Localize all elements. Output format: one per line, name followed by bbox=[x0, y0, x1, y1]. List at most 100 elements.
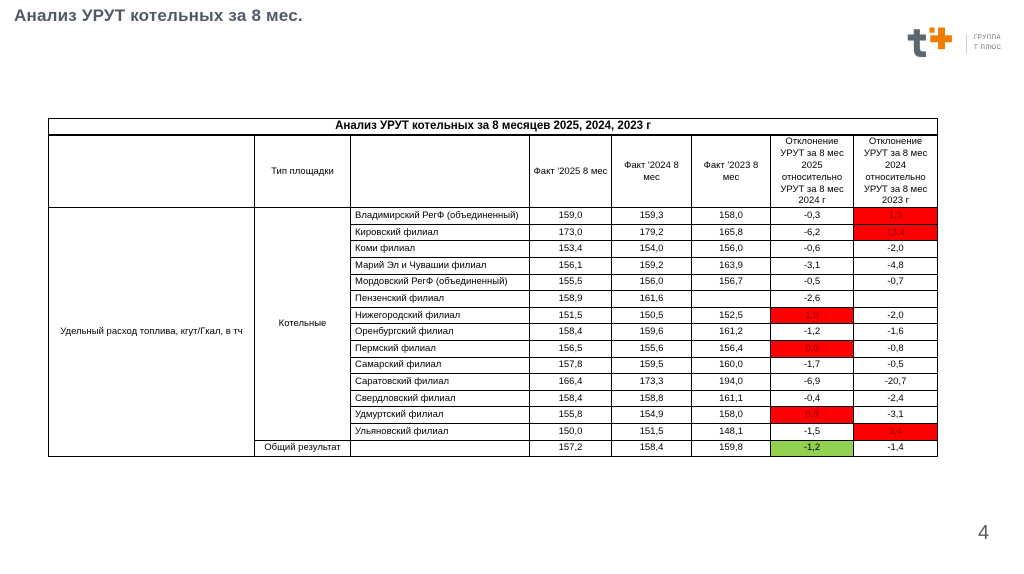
branch-name-cell: Владимирский РегФ (объединенный) bbox=[350, 207, 530, 225]
fact-2023-cell: 156,4 bbox=[691, 340, 771, 358]
table-row: Коми филиал 153,4 154,0 156,0 -0,6 -2,0 bbox=[49, 240, 939, 259]
header-deviation-2025-2024: Отклонение УРУТ за 8 мес 2025 относитель… bbox=[770, 134, 854, 209]
fact-2024-cell: 173,3 bbox=[611, 373, 692, 391]
deviation-2024-2023-cell: -4,8 bbox=[852, 257, 939, 275]
deviation-2024-2023-cell: -3,1 bbox=[852, 406, 939, 424]
branch-name-cell: Удмуртский филиал bbox=[350, 406, 530, 424]
fact-2025-cell: 153,4 bbox=[529, 240, 612, 259]
page-number: 4 bbox=[978, 522, 990, 544]
fact-2025-cell: 159,0 bbox=[529, 207, 612, 225]
branch-name-cell: Оренбургский филиал bbox=[350, 323, 530, 341]
fact-2024-cell: 179,2 bbox=[611, 223, 692, 242]
fact-2025-cell: 151,5 bbox=[529, 306, 612, 325]
fact-2025-cell: 173,0 bbox=[529, 223, 612, 242]
deviation-2025-2024-cell: -6,2 bbox=[770, 223, 854, 242]
logo-text-line2: Т ПЛЮС bbox=[974, 45, 1002, 51]
deviation-2025-2024-cell: 1,0 bbox=[770, 306, 854, 325]
deviation-2024-2023-cell: 3,4 bbox=[852, 422, 939, 441]
fact-2025-cell: 158,9 bbox=[529, 290, 612, 308]
fact-2025-cell: 166,4 bbox=[529, 373, 612, 391]
table-title: Анализ УРУТ котельных за 8 месяцев 2025,… bbox=[47, 118, 939, 136]
deviation-2024-2023-cell: -0,5 bbox=[852, 356, 939, 375]
branch-name-cell: Свердловский филиал bbox=[350, 389, 530, 408]
fact-2024-cell: 154,9 bbox=[611, 406, 692, 424]
deviation-2024-2023-cell: -2,0 bbox=[852, 240, 939, 259]
deviation-2025-2024-cell: -0,3 bbox=[770, 207, 854, 225]
deviation-2024-2023-cell: -0,8 bbox=[852, 340, 939, 358]
deviation-2024-2023-cell: 13,4 bbox=[852, 223, 939, 242]
fact-2023-cell: 152,5 bbox=[691, 306, 771, 325]
fact-2023-cell: 156,0 bbox=[691, 240, 771, 259]
fact-2025-cell: 157,8 bbox=[529, 356, 612, 375]
table-row: Кировский филиал 173,0 179,2 165,8 -6,2 … bbox=[49, 223, 939, 242]
total-fact-2023-cell: 159,8 bbox=[691, 439, 771, 457]
deviation-2025-2024-cell: -1,5 bbox=[770, 422, 854, 441]
deviation-2025-2024-cell: 0,9 bbox=[770, 340, 854, 358]
urut-table-container: Анализ УРУТ котельных за 8 месяцев 2025,… bbox=[47, 118, 939, 457]
total-deviation-2025-2024-cell: -1,2 bbox=[770, 439, 854, 457]
table-row: Нижегородский филиал 151,5 150,5 152,5 1… bbox=[49, 306, 939, 325]
branch-name-cell: Кировский филиал bbox=[350, 223, 530, 242]
table-row: Пермский филиал 156,5 155,6 156,4 0,9 -0… bbox=[49, 340, 939, 358]
deviation-2025-2024-cell: 0,9 bbox=[770, 406, 854, 424]
header-empty-metric bbox=[48, 134, 255, 209]
fact-2023-cell: 161,1 bbox=[691, 389, 771, 408]
table-row: Удельный расход топлива, кгут/Гкал, в тч… bbox=[48, 207, 939, 457]
branch-name-cell: Нижегородский филиал bbox=[350, 306, 530, 325]
deviation-2024-2023-cell: 1,3 bbox=[852, 207, 939, 225]
branch-name-cell: Ульяновский филиал bbox=[350, 422, 530, 441]
deviation-2025-2024-cell: -0,6 bbox=[770, 240, 854, 259]
fact-2024-cell: 158,8 bbox=[611, 389, 692, 408]
deviation-2025-2024-cell: -1,7 bbox=[770, 356, 854, 375]
table-row: Марий Эл и Чувашии филиал 156,1 159,2 16… bbox=[49, 257, 939, 275]
deviation-2025-2024-cell: -0,5 bbox=[770, 273, 854, 292]
fact-2024-cell: 159,2 bbox=[611, 257, 692, 275]
fact-2024-cell: 154,0 bbox=[611, 240, 692, 259]
fact-2025-cell: 150,0 bbox=[529, 422, 612, 441]
fact-2024-cell: 159,6 bbox=[611, 323, 692, 341]
fact-2023-cell: 156,7 bbox=[691, 273, 771, 292]
fact-2023-cell: 165,8 bbox=[691, 223, 771, 242]
header-fact-2024: Факт '2024 8 мес bbox=[611, 134, 692, 209]
total-empty-branch-cell bbox=[350, 439, 530, 457]
deviation-2024-2023-cell: -2,0 bbox=[852, 306, 939, 325]
branch-name-cell: Мордовский РегФ (объединенный) bbox=[350, 273, 530, 292]
deviation-2025-2024-cell: -3,1 bbox=[770, 257, 854, 275]
branch-name-cell: Пермский филиал bbox=[350, 340, 530, 358]
deviation-2025-2024-cell: -6,9 bbox=[770, 373, 854, 391]
fact-2023-cell: 161,2 bbox=[691, 323, 771, 341]
table-row: Свердловский филиал 158,4 158,8 161,1 -0… bbox=[49, 389, 939, 408]
fact-2025-cell: 158,4 bbox=[529, 389, 612, 408]
total-fact-2025-cell: 157,2 bbox=[529, 439, 612, 457]
page-title: Анализ УРУТ котельных за 8 мес. bbox=[14, 6, 303, 25]
metric-label-cell: Удельный расход топлива, кгут/Гкал, в тч bbox=[48, 207, 255, 457]
table-row: Ульяновский филиал 150,0 151,5 148,1 -1,… bbox=[49, 422, 939, 441]
deviation-2024-2023-cell: -20,7 bbox=[852, 373, 939, 391]
deviation-2024-2023-cell: -2,4 bbox=[852, 389, 939, 408]
fact-2025-cell: 158,4 bbox=[529, 323, 612, 341]
fact-2024-cell: 151,5 bbox=[611, 422, 692, 441]
table-row: Пензенский филиал 158,9 161,6 -2,6 bbox=[49, 290, 939, 308]
fact-2025-cell: 156,1 bbox=[529, 257, 612, 275]
branch-name-cell: Марий Эл и Чувашии филиал bbox=[350, 257, 530, 275]
fact-2023-cell: 158,0 bbox=[691, 406, 771, 424]
fact-2023-cell bbox=[691, 290, 771, 308]
table-row: Мордовский РегФ (объединенный) 155,5 156… bbox=[49, 273, 939, 292]
deviation-2025-2024-cell: -1,2 bbox=[770, 323, 854, 341]
fact-2024-cell: 156,0 bbox=[611, 273, 692, 292]
deviation-2025-2024-cell: -0,4 bbox=[770, 389, 854, 408]
tplus-logo: ГРУППА Т ПЛЮС bbox=[906, 24, 1002, 64]
table-header-row: Тип площадки Факт '2025 8 мес Факт '2024… bbox=[48, 134, 939, 209]
header-empty-branch bbox=[350, 134, 530, 209]
total-deviation-2024-2023-cell: -1,4 bbox=[852, 439, 939, 457]
fact-2024-cell: 159,3 bbox=[611, 207, 692, 225]
total-label-cell: Общий результат bbox=[254, 439, 351, 457]
header-site-type: Тип площадки bbox=[254, 134, 351, 209]
fact-2023-cell: 148,1 bbox=[691, 422, 771, 441]
fact-2025-cell: 155,8 bbox=[529, 406, 612, 424]
fact-2024-cell: 155,6 bbox=[611, 340, 692, 358]
deviation-2024-2023-cell: -0,7 bbox=[852, 273, 939, 292]
fact-2023-cell: 194,0 bbox=[691, 373, 771, 391]
fact-2023-cell: 163,9 bbox=[691, 257, 771, 275]
header-fact-2025: Факт '2025 8 мес bbox=[529, 134, 612, 209]
